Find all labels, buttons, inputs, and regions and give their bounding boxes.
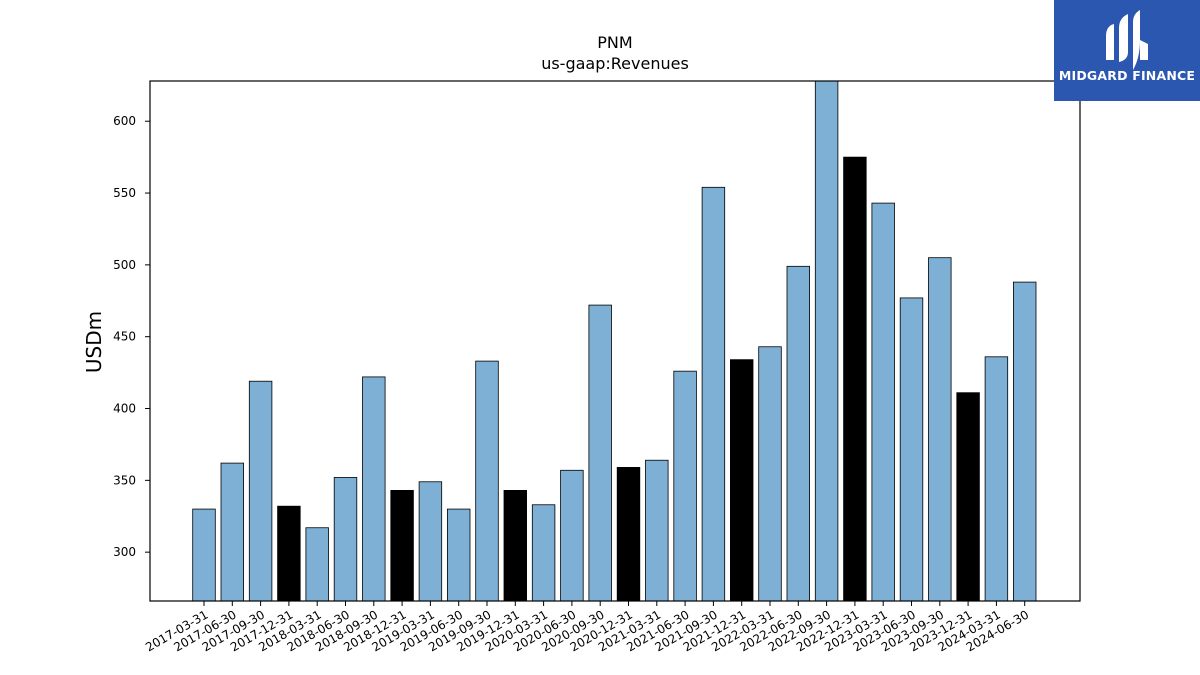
y-tick-label: 400 <box>113 402 136 416</box>
bar-2018-03-31 <box>305 527 329 602</box>
bar-2020-09-30 <box>588 304 612 602</box>
bar-2022-09-30 <box>814 80 839 602</box>
bar-2021-06-30 <box>673 370 697 602</box>
bar-2021-09-30 <box>701 186 726 602</box>
bar-2017-09-30 <box>248 380 273 602</box>
chart-title: PNM <box>597 33 633 52</box>
bar-2022-12-31 <box>843 156 867 602</box>
bar-2018-12-31 <box>390 489 414 602</box>
bar-2022-06-30 <box>786 265 811 602</box>
bar-group <box>192 80 1037 602</box>
bar-2021-03-31 <box>645 459 669 602</box>
midgard-logo-mark-icon <box>1106 10 1148 70</box>
y-tick-label: 450 <box>113 330 136 344</box>
plot-frame <box>149 80 1081 602</box>
bar-2018-06-30 <box>333 477 358 602</box>
bar-2017-03-31 <box>192 508 216 602</box>
bar-2019-06-30 <box>446 508 471 602</box>
bar-2023-09-30 <box>928 257 952 602</box>
bar-2017-06-30 <box>220 462 245 602</box>
x-axis: 2017-03-312017-06-302017-09-302017-12-31… <box>143 601 1031 654</box>
bar-2023-12-31 <box>956 392 980 602</box>
chart-titles: PNM us-gaap:Revenues <box>150 32 1080 74</box>
bar-2023-06-30 <box>899 297 924 602</box>
y-tick-label: 350 <box>113 473 136 487</box>
y-axis-label: USDm <box>82 311 106 373</box>
bar-2024-03-31 <box>984 356 1009 602</box>
bar-2019-12-31 <box>503 489 528 602</box>
y-tick-label: 500 <box>113 258 136 272</box>
bar-2018-09-30 <box>362 376 386 602</box>
chart-subtitle: us-gaap:Revenues <box>541 54 689 73</box>
y-tick-label: 300 <box>113 545 136 559</box>
bar-2020-12-31 <box>616 467 641 602</box>
bar-2022-03-31 <box>758 346 782 602</box>
bar-2024-06-30 <box>1013 281 1037 602</box>
bar-2019-09-30 <box>475 360 499 602</box>
bar-2020-06-30 <box>560 469 584 602</box>
bar-2019-03-31 <box>418 481 443 602</box>
midgard-finance-logo: MIDGARD FINANCE <box>1054 0 1200 101</box>
logo-text: MIDGARD FINANCE <box>1058 68 1196 83</box>
bar-2017-12-31 <box>277 505 301 602</box>
bar-2023-03-31 <box>871 202 895 602</box>
bar-2020-03-31 <box>531 504 556 602</box>
y-tick-label: 550 <box>113 186 136 200</box>
y-tick-label: 600 <box>113 114 136 128</box>
y-axis: 300 350 400 450 500 550 600 <box>113 114 150 559</box>
bar-2021-12-31 <box>730 359 754 602</box>
